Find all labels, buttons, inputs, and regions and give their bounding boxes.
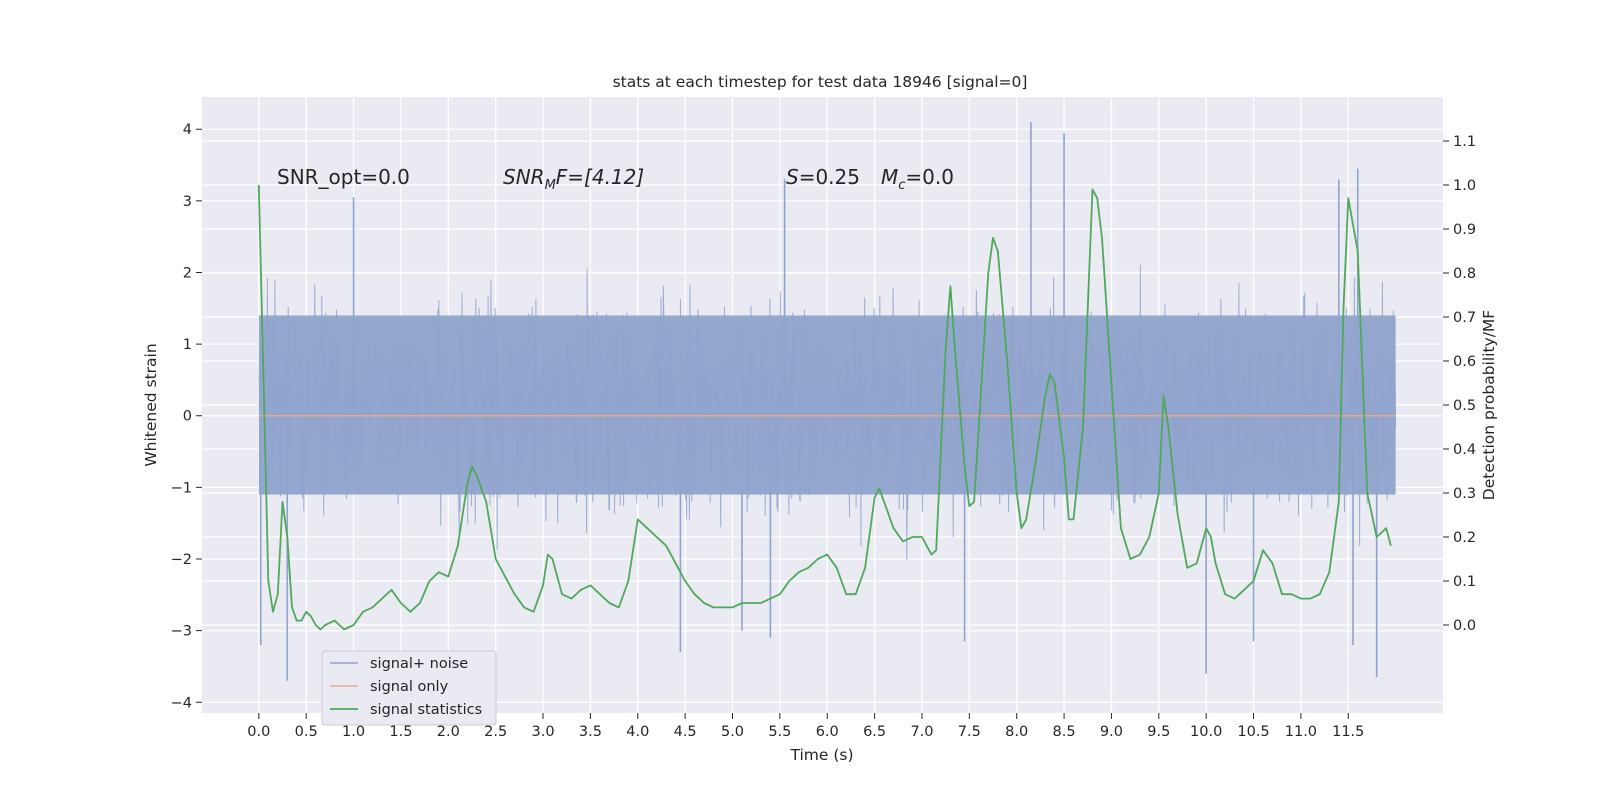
chart-title: stats at each timestep for test data 189… (613, 73, 1028, 91)
y-tick-label: 3 (183, 194, 192, 210)
y-tick-label: 2 (183, 265, 192, 281)
x-tick-label: 9.0 (1100, 724, 1123, 740)
x-tick-label: 5.0 (721, 724, 744, 740)
annotation-mc-main: M (881, 165, 898, 189)
y2-tick-label: 1.1 (1453, 134, 1476, 150)
x-tick-label: 11.5 (1332, 724, 1364, 740)
y-tick-label: 1 (183, 337, 192, 353)
x-tick-label: 4.0 (626, 724, 649, 740)
y-tick-label: −3 (171, 624, 192, 640)
y2-tick-label: 0.4 (1453, 442, 1476, 458)
x-tick-label: 4.5 (674, 724, 697, 740)
x-tick-label: 9.5 (1147, 724, 1170, 740)
x-tick-label: 10.0 (1190, 724, 1222, 740)
y-tick-label: 4 (183, 122, 192, 138)
legend-label-signal-only: signal only (370, 679, 449, 695)
annotation-snr-mf: SNRMF=[4.12] (503, 165, 644, 193)
y2-tick-label: 0.7 (1453, 310, 1476, 326)
x-tick-label: 0.0 (247, 724, 270, 740)
y2-tick-label: 0.6 (1453, 354, 1476, 370)
y-tick-label: −2 (171, 552, 192, 568)
x-tick-label: 2.0 (437, 724, 460, 740)
annotation-mc-rest: =0.0 (905, 165, 954, 189)
x-tick-label: 8.5 (1053, 724, 1076, 740)
y2-tick-label: 0.2 (1453, 530, 1476, 546)
annotation-s-rest: =0.25 (799, 165, 860, 189)
y-tick-label: 0 (183, 409, 192, 425)
noise-trace (258, 264, 1397, 561)
x-tick-label: 8.0 (1005, 724, 1028, 740)
x-axis-ticks: 0.0 0.5 1.0 1.5 2.0 2.5 3.0 3.5 4.0 4.5 5.0 5.5 6.0 6… (247, 713, 1364, 740)
y2-tick-label: 0.9 (1453, 222, 1476, 238)
x-tick-label: 0.5 (295, 724, 318, 740)
y-axis-label: Whitened strain (142, 343, 160, 466)
x-tick-label: 1.5 (389, 724, 412, 740)
x-tick-label: 3.0 (532, 724, 555, 740)
y2-tick-label: 1.0 (1453, 178, 1476, 194)
y-tick-label: −1 (171, 480, 192, 496)
signal-statistics-line (257, 184, 1392, 631)
x-tick-label: 6.0 (816, 724, 839, 740)
annotation-snr-mf-rest: F=[4.12] (556, 165, 644, 189)
x-tick-label: 7.5 (958, 724, 981, 740)
y2-axis-ticks: 0.0 0.1 0.2 0.3 0.4 0.5 0.6 0.7 0.8 0.9 1.0 1.1 (1443, 134, 1476, 634)
annotation-mc: Mc=0.0 (881, 165, 954, 193)
legend-label-signal-statistics: signal statistics (370, 702, 482, 718)
x-tick-label: 10.5 (1237, 724, 1269, 740)
x-tick-label: 7.0 (910, 724, 933, 740)
annotation-snr-mf-main: SNR (503, 165, 545, 189)
annotations: SNR_opt=0.0 SNRMF=[4.12] S=0.25 Mc=0.0 (277, 165, 954, 193)
x-tick-label: 1.0 (342, 724, 365, 740)
x-tick-label: 5.5 (768, 724, 791, 740)
annotation-s-main: S (786, 165, 799, 189)
legend-label-signal-plus-noise: signal+ noise (370, 656, 468, 672)
x-tick-label: 2.5 (484, 724, 507, 740)
legend: signal+ noise signal only signal statist… (321, 650, 497, 726)
legend-box (321, 650, 497, 726)
y2-tick-label: 0.3 (1453, 486, 1476, 502)
y2-tick-label: 0.0 (1453, 618, 1476, 634)
x-axis-label: Time (s) (789, 746, 853, 764)
x-tick-label: 11.0 (1285, 724, 1317, 740)
y2-tick-label: 0.8 (1453, 266, 1476, 282)
y2-tick-label: 0.1 (1453, 574, 1476, 590)
x-tick-label: 3.5 (579, 724, 602, 740)
annotation-snr-mf-sub: M (545, 178, 556, 193)
annotation-mc-sub: c (898, 178, 905, 193)
y-axis-ticks: −4 −3 −2 −1 0 1 2 3 4 (171, 122, 202, 711)
y-tick-label: −4 (171, 695, 192, 711)
y2-tick-label: 0.5 (1453, 398, 1476, 414)
x-tick-label: 6.5 (863, 724, 886, 740)
annotation-snr-opt: SNR_opt=0.0 (277, 165, 410, 189)
signal-statistics-series (257, 184, 1392, 631)
y2-axis-label: Detection probability/MF (1480, 310, 1498, 501)
annotation-s: S=0.25 (786, 165, 860, 189)
signal-plus-noise-series (258, 122, 1397, 681)
